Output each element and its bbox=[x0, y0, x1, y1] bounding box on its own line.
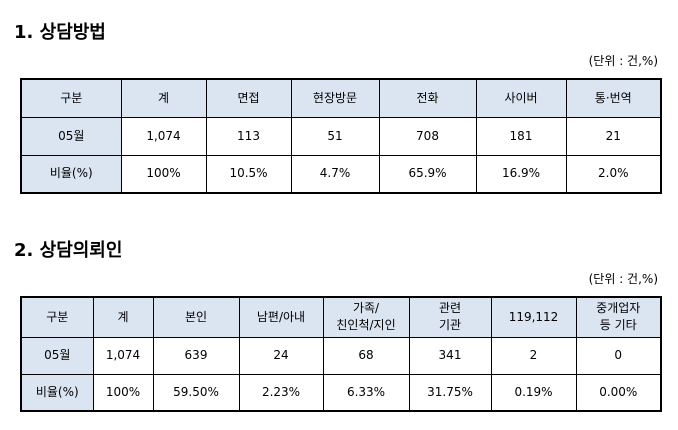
table-cell: 2.0% bbox=[565, 154, 662, 194]
table: 구분 계 본인 남편/아내 가족/ 친인척/지인 관련 기관 119,112 중개업자 등 기… bbox=[20, 296, 662, 412]
table-cell: 639 bbox=[152, 336, 240, 375]
table-row: 비율(%) 100% 10.5% 4.7% 65.9% 16.9% 2.0% bbox=[20, 154, 662, 194]
header-cell: 면접 bbox=[205, 78, 292, 118]
table-cell: 21 bbox=[565, 116, 662, 156]
table-cell: 181 bbox=[475, 116, 567, 156]
table-cell: 100% bbox=[92, 373, 154, 412]
header-cell: 계 bbox=[92, 296, 154, 338]
header-cell: 119,112 bbox=[490, 296, 577, 338]
table-cell: 05월 bbox=[20, 116, 122, 156]
table-row: 05월 1,074 639 24 68 341 2 0 bbox=[20, 336, 662, 375]
header-row: 구분 계 본인 남편/아내 가족/ 친인척/지인 관련 기관 119,112 중개업자 등 기… bbox=[20, 296, 662, 338]
table-cell: 0.19% bbox=[490, 373, 577, 412]
table-cell: 100% bbox=[120, 154, 207, 194]
header-cell: 중개업자 등 기타 bbox=[575, 296, 662, 338]
table-cell: 2 bbox=[490, 336, 577, 375]
header-cell: 구분 bbox=[20, 78, 122, 118]
header-cell: 구분 bbox=[20, 296, 94, 338]
table-cell: 비율(%) bbox=[20, 373, 94, 412]
table-cell: 1,074 bbox=[92, 336, 154, 375]
header-cell: 본인 bbox=[152, 296, 240, 338]
header-cell: 관련 기관 bbox=[408, 296, 492, 338]
header-cell: 계 bbox=[120, 78, 207, 118]
table-cell: 비율(%) bbox=[20, 154, 122, 194]
unit-note: (단위 : 건,%) bbox=[588, 54, 658, 68]
section-title: 1. 상담방법 bbox=[14, 22, 106, 43]
table-cell: 51 bbox=[290, 116, 380, 156]
table-cell: 65.9% bbox=[378, 154, 477, 194]
header-cell: 전화 bbox=[378, 78, 477, 118]
table-cell: 0.00% bbox=[575, 373, 662, 412]
table: 구분 계 면접 현장방문 전화 사이버 통·번역 05월 1,074 113 51 708 181 21 비… bbox=[20, 78, 662, 194]
table-cell: 341 bbox=[408, 336, 492, 375]
header-cell: 현장방문 bbox=[290, 78, 380, 118]
table-cell: 2.23% bbox=[238, 373, 324, 412]
table-cell: 10.5% bbox=[205, 154, 292, 194]
table-cell: 0 bbox=[575, 336, 662, 375]
table-cell: 24 bbox=[238, 336, 324, 375]
table-cell: 4.7% bbox=[290, 154, 380, 194]
table-cell: 16.9% bbox=[475, 154, 567, 194]
table-cell: 6.33% bbox=[322, 373, 410, 412]
header-cell: 남편/아내 bbox=[238, 296, 324, 338]
table-cell: 59.50% bbox=[152, 373, 240, 412]
table-row: 비율(%) 100% 59.50% 2.23% 6.33% 31.75% 0.19% 0.00… bbox=[20, 373, 662, 412]
table-cell: 31.75% bbox=[408, 373, 492, 412]
table-cell: 05월 bbox=[20, 336, 94, 375]
table-cell: 1,074 bbox=[120, 116, 207, 156]
table-cell: 68 bbox=[322, 336, 410, 375]
header-cell: 사이버 bbox=[475, 78, 567, 118]
unit-note: (단위 : 건,%) bbox=[588, 272, 658, 286]
table-cell: 708 bbox=[378, 116, 477, 156]
header-cell: 통·번역 bbox=[565, 78, 662, 118]
header-row: 구분 계 면접 현장방문 전화 사이버 통·번역 bbox=[20, 78, 662, 118]
table-row: 05월 1,074 113 51 708 181 21 bbox=[20, 116, 662, 156]
header-cell: 가족/ 친인척/지인 bbox=[322, 296, 410, 338]
section-title: 2. 상담의뢰인 bbox=[14, 240, 123, 261]
table-cell: 113 bbox=[205, 116, 292, 156]
